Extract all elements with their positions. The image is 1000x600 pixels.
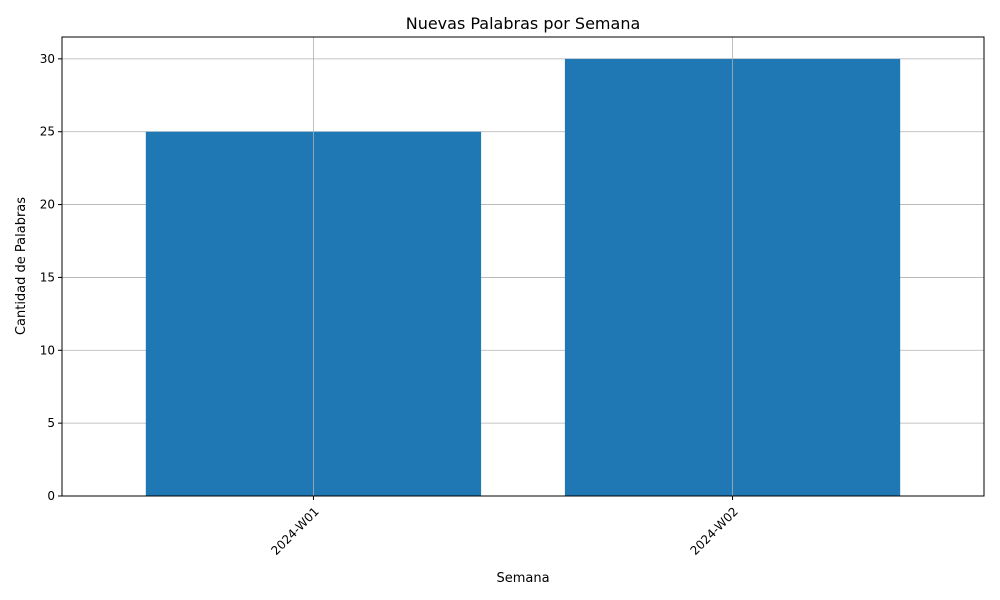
y-tick-label: 20: [40, 198, 55, 212]
plot-frame: [61, 36, 985, 497]
vertical-grid-layer: [313, 37, 733, 496]
y-tick-label: 5: [47, 416, 55, 430]
y-tick-label: 25: [40, 125, 55, 139]
x-axis-label: Semana: [496, 571, 549, 586]
y-tick-label: 30: [40, 52, 55, 66]
y-tick-label: 10: [40, 343, 55, 357]
chart-title: Nuevas Palabras por Semana: [406, 14, 641, 33]
y-ticks-layer: 0 5 10 15 20 25 30: [40, 52, 62, 503]
y-tick-label: 15: [40, 270, 55, 284]
y-axis-label: Cantidad de Palabras: [14, 197, 29, 335]
y-tick-label: 0: [47, 489, 55, 503]
